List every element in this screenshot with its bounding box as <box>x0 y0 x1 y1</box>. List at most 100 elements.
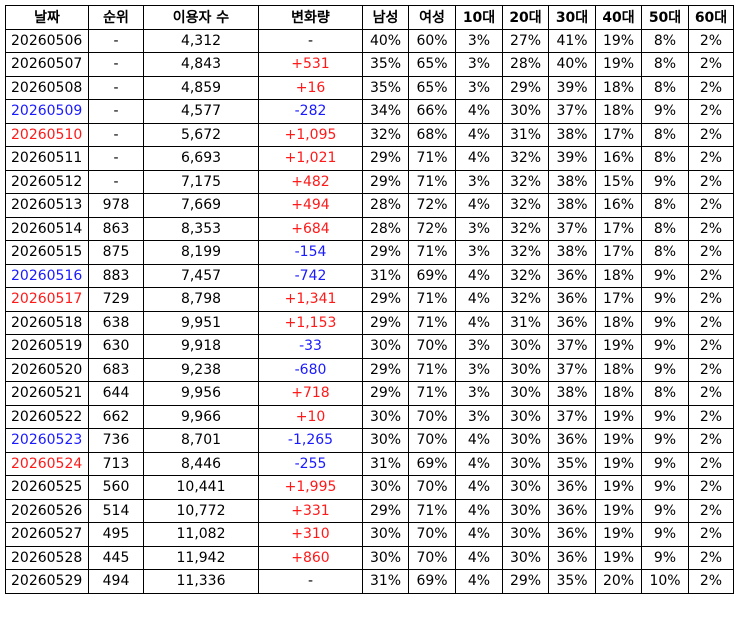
cell-change: -154 <box>258 240 363 265</box>
table-row: 20260522 662 9,966 +10 30% 70% 3% 30% 37% 19% 9% 2% <box>5 404 734 429</box>
cell-female: 68% <box>408 122 456 147</box>
cell-female: 60% <box>408 28 456 53</box>
cell-age-20s: 30% <box>502 545 549 570</box>
cell-users: 9,966 <box>143 404 259 429</box>
cell-male: 30% <box>362 404 409 429</box>
cell-male: 29% <box>362 310 409 335</box>
cell-age-30s: 37% <box>548 334 596 359</box>
cell-date: 20260512 <box>5 169 89 194</box>
header-female: 여성 <box>408 5 456 30</box>
cell-users: 9,951 <box>143 310 259 335</box>
cell-female: 70% <box>408 428 456 453</box>
cell-age-30s: 41% <box>548 28 596 53</box>
table-row: 20260515 875 8,199 -154 29% 71% 3% 32% 38% 17% 8% 2… <box>5 240 734 265</box>
cell-change: +482 <box>258 169 363 194</box>
cell-age-10s: 3% <box>455 28 503 53</box>
cell-age-50s: 9% <box>641 545 689 570</box>
cell-users: 9,238 <box>143 357 259 382</box>
cell-users: 8,446 <box>143 451 259 476</box>
cell-age-50s: 8% <box>641 52 689 77</box>
cell-change: +1,995 <box>258 475 363 500</box>
cell-age-40s: 18% <box>595 357 642 382</box>
cell-male: 30% <box>362 475 409 500</box>
cell-age-30s: 35% <box>548 569 596 594</box>
cell-age-30s: 38% <box>548 122 596 147</box>
cell-age-40s: 19% <box>595 498 642 523</box>
cell-age-50s: 9% <box>641 310 689 335</box>
cell-male: 34% <box>362 99 409 124</box>
cell-age-50s: 9% <box>641 522 689 547</box>
cell-date: 20260521 <box>5 381 89 406</box>
cell-age-10s: 3% <box>455 75 503 100</box>
table-row: 20260521 644 9,956 +718 29% 71% 3% 30% 38% 18% 8% 2… <box>5 381 734 406</box>
cell-age-60s: 2% <box>688 146 734 171</box>
cell-age-40s: 16% <box>595 193 642 218</box>
cell-age-10s: 4% <box>455 310 503 335</box>
cell-age-50s: 8% <box>641 122 689 147</box>
cell-age-40s: 18% <box>595 99 642 124</box>
cell-age-50s: 9% <box>641 404 689 429</box>
cell-date: 20260527 <box>5 522 89 547</box>
header-male: 남성 <box>362 5 409 30</box>
cell-age-60s: 2% <box>688 216 734 241</box>
cell-rank: 662 <box>88 404 144 429</box>
cell-age-30s: 38% <box>548 169 596 194</box>
table-row: 20260510-5,672 +1,095 32% 68% 4% 31% 38% 17% 8% 2… <box>5 122 734 147</box>
cell-date: 20260513 <box>5 193 89 218</box>
cell-female: 71% <box>408 287 456 312</box>
cell-date: 20260516 <box>5 263 89 288</box>
cell-male: 29% <box>362 287 409 312</box>
cell-age-60s: 2% <box>688 451 734 476</box>
table-row: 20260516 883 7,457 -742 31% 69% 4% 32% 36% 18% 9% 2… <box>5 263 734 288</box>
table-row: 20260506-4,312-40% 60% 3% 27% 41% 19% 8% 2% <box>5 28 734 53</box>
table-row: 20260518 638 9,951 +1,153 29% 71% 4% 31% 36% 18% 9… <box>5 310 734 335</box>
cell-users: 4,843 <box>143 52 259 77</box>
cell-age-10s: 3% <box>455 216 503 241</box>
cell-rank: 514 <box>88 498 144 523</box>
cell-age-40s: 17% <box>595 240 642 265</box>
cell-female: 69% <box>408 451 456 476</box>
cell-change: +16 <box>258 75 363 100</box>
cell-change: +860 <box>258 545 363 570</box>
cell-age-60s: 2% <box>688 193 734 218</box>
cell-male: 35% <box>362 52 409 77</box>
cell-date: 20260526 <box>5 498 89 523</box>
cell-male: 29% <box>362 498 409 523</box>
cell-age-60s: 2% <box>688 240 734 265</box>
cell-age-10s: 3% <box>455 381 503 406</box>
cell-age-30s: 37% <box>548 357 596 382</box>
cell-female: 72% <box>408 193 456 218</box>
cell-date: 20260508 <box>5 75 89 100</box>
cell-date: 20260510 <box>5 122 89 147</box>
cell-users: 4,859 <box>143 75 259 100</box>
cell-female: 71% <box>408 146 456 171</box>
cell-age-40s: 18% <box>595 310 642 335</box>
cell-rank: 445 <box>88 545 144 570</box>
cell-age-30s: 40% <box>548 52 596 77</box>
cell-change: -33 <box>258 334 363 359</box>
cell-change: +310 <box>258 522 363 547</box>
cell-female: 65% <box>408 75 456 100</box>
cell-date: 20260519 <box>5 334 89 359</box>
cell-age-60s: 2% <box>688 310 734 335</box>
cell-age-20s: 27% <box>502 28 549 53</box>
cell-age-10s: 4% <box>455 122 503 147</box>
cell-age-50s: 8% <box>641 381 689 406</box>
cell-age-10s: 4% <box>455 545 503 570</box>
cell-age-40s: 19% <box>595 545 642 570</box>
cell-female: 70% <box>408 475 456 500</box>
cell-female: 71% <box>408 498 456 523</box>
cell-age-20s: 30% <box>502 357 549 382</box>
cell-rank: - <box>88 28 144 53</box>
cell-age-40s: 18% <box>595 75 642 100</box>
cell-age-20s: 30% <box>502 475 549 500</box>
cell-users: 9,956 <box>143 381 259 406</box>
cell-age-40s: 15% <box>595 169 642 194</box>
cell-age-30s: 36% <box>548 428 596 453</box>
table-row: 20260520 683 9,238 -680 29% 71% 3% 30% 37% 18% 9% 2… <box>5 357 734 382</box>
cell-age-30s: 36% <box>548 287 596 312</box>
table-row: 20260511-6,693 +1,021 29% 71% 4% 32% 39% 16% 8% 2… <box>5 146 734 171</box>
daily-user-stats-table: 날짜 순위 이용자 수 변화량 남성 여성 10대 20대 30대 40대 50… <box>5 5 734 594</box>
cell-age-30s: 36% <box>548 545 596 570</box>
cell-change: +1,341 <box>258 287 363 312</box>
